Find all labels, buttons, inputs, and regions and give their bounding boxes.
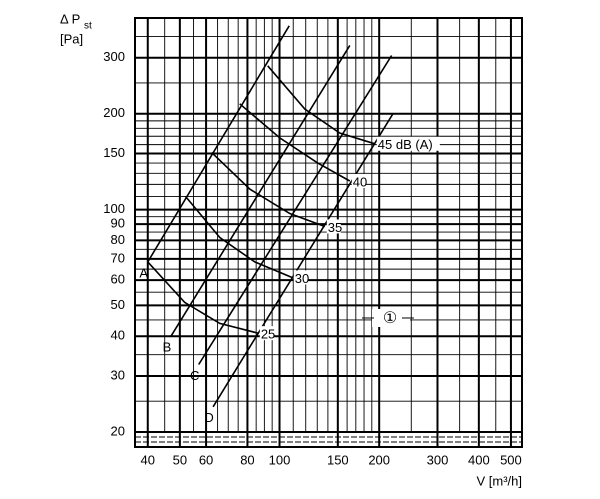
fan-line [147, 25, 290, 263]
label-bg [351, 173, 366, 188]
curve-label: 40 [353, 174, 367, 189]
db-curve [211, 152, 326, 228]
x-tick-label: 200 [368, 452, 390, 467]
annotation-bg [372, 309, 410, 327]
y-tick-label: 300 [103, 49, 125, 64]
curve-label: 35 [328, 220, 342, 235]
db-curve [267, 65, 376, 145]
y-tick-label: 60 [111, 272, 125, 287]
line-label: A [139, 265, 148, 280]
fan-line [170, 44, 351, 337]
x-tick-label: 500 [500, 452, 522, 467]
label-bg [376, 136, 440, 151]
x-tick-label: 400 [468, 452, 490, 467]
bottom-strip [134, 431, 523, 448]
y-label: Δ P [60, 11, 80, 26]
line-label: D [204, 410, 213, 425]
curve-label: 45 dB (A) [378, 137, 433, 152]
x-tick-label: 40 [141, 452, 155, 467]
y-unit: [Pa] [60, 31, 83, 46]
y-tick-label: 30 [111, 367, 125, 382]
fan-line [198, 55, 393, 365]
x-tick-label: 80 [240, 452, 254, 467]
db-curve [239, 103, 351, 182]
x-tick-label: 300 [427, 452, 449, 467]
y-tick-label: 50 [111, 297, 125, 312]
label-bg [326, 219, 341, 234]
y-tick-label: 100 [103, 201, 125, 216]
x-tick-label: 50 [173, 452, 187, 467]
label-bg [259, 326, 274, 341]
x-label: V [m³/h] [476, 473, 522, 488]
fan-line [212, 113, 394, 408]
y-tick-label: 200 [103, 105, 125, 120]
x-tick-label: 100 [269, 452, 291, 467]
curve-label: 30 [295, 271, 309, 286]
label-bg [293, 270, 308, 285]
y-tick-label: 20 [111, 423, 125, 438]
line-label: C [190, 368, 199, 383]
db-curve [147, 261, 258, 334]
x-tick-label: 60 [199, 452, 213, 467]
annotation: ① [383, 310, 397, 327]
y-tick-label: 40 [111, 328, 125, 343]
y-label-sub: st [84, 21, 92, 32]
db-curve [184, 195, 293, 279]
x-tick-label: 150 [327, 452, 349, 467]
line-label: B [163, 340, 172, 355]
y-tick-label: 150 [103, 145, 125, 160]
plot-frame [134, 17, 523, 433]
y-tick-label: 80 [111, 232, 125, 247]
curve-label: 25 [261, 327, 275, 342]
y-tick-label: 70 [111, 250, 125, 265]
y-tick-label: 90 [111, 216, 125, 231]
